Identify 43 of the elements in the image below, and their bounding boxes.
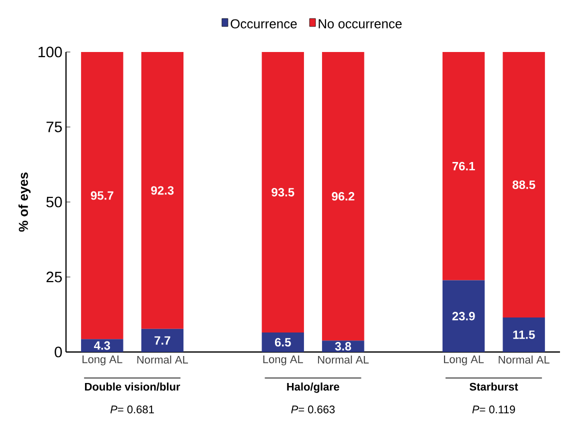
text: P= 0.663 (291, 406, 335, 414)
text: P= 0.681 (110, 406, 154, 414)
data-label: 95.7 (90, 191, 114, 200)
y-tick-label: 100 (38, 46, 62, 58)
y-tick-label: 75 (46, 122, 62, 132)
y-tick-label: 50 (46, 196, 62, 208)
legend-label: Occurrence (230, 19, 297, 28)
text: Halo/glare (287, 382, 340, 393)
x-tick-label: Long AL (444, 356, 484, 366)
bar (81, 52, 124, 340)
bar (502, 52, 545, 318)
data-label: 88.5 (512, 180, 536, 189)
bar (262, 52, 304, 332)
text: Double vision/blur (85, 382, 180, 391)
text: Starburst (470, 382, 518, 391)
legend-label: No occurrence (318, 19, 402, 28)
data-label: 92.3 (151, 186, 174, 195)
bar (141, 328, 184, 352)
text: P= 0.119 (472, 406, 515, 414)
bar (141, 52, 184, 329)
x-tick-label: Long AL (263, 356, 303, 366)
bar (442, 280, 485, 352)
bar (262, 332, 304, 352)
data-label: 76.1 (452, 162, 475, 170)
data-label: 23.9 (452, 312, 475, 320)
data-label: 7.7 (154, 336, 170, 345)
data-label: 6.5 (274, 338, 291, 346)
x-tick-label: Normal AL (137, 356, 188, 364)
y-tick-label: 0 (54, 346, 62, 358)
bar (442, 52, 485, 280)
y-tick-label: 25 (46, 272, 62, 282)
x-tick-label: Normal AL (498, 356, 550, 364)
x-tick-label: Long AL (82, 356, 122, 366)
data-label: 96.2 (332, 192, 354, 201)
data-label: 3.8 (335, 342, 352, 351)
data-label: 93.5 (272, 188, 294, 197)
bar (502, 318, 545, 352)
x-tick-label: Normal AL (318, 356, 369, 364)
y-axis-title: % of eyes (18, 172, 31, 232)
bar (81, 339, 124, 352)
bar (322, 52, 364, 341)
data-label: 4.3 (94, 341, 110, 350)
data-label: 11.5 (513, 330, 535, 339)
